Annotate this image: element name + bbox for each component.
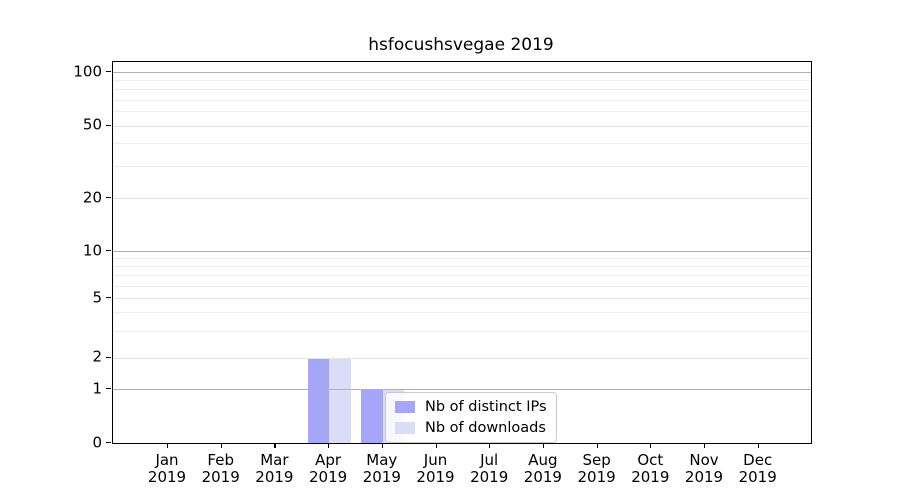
x-tick-label-oct: Oct 2019 xyxy=(631,451,670,486)
x-tick-label-aug: Aug 2019 xyxy=(523,451,562,486)
y-tick-label-100: 100 xyxy=(73,62,102,80)
y-tick-label-0: 0 xyxy=(92,433,102,451)
y-tick-label-5: 5 xyxy=(92,288,102,306)
x-tickmark-oct xyxy=(650,443,652,448)
y-tick-label-10: 10 xyxy=(82,241,102,259)
legend: Nb of distinct IPs Nb of downloads xyxy=(385,392,557,443)
x-tickmark-feb xyxy=(220,443,222,448)
x-tick-label-sep: Sep 2019 xyxy=(577,451,616,486)
legend-item-1: Nb of downloads xyxy=(395,420,547,436)
gridline-minor xyxy=(113,143,811,145)
x-tick-label-feb: Feb 2019 xyxy=(201,451,240,486)
x-tick-label-jun: Jun 2019 xyxy=(416,451,455,486)
x-tickmark-dec xyxy=(757,443,759,448)
bar-apr-series1 xyxy=(329,357,351,443)
gridline-100 xyxy=(113,72,811,73)
x-tickmark-may xyxy=(381,443,383,448)
y-tick-label-20: 20 xyxy=(82,188,102,206)
x-tickmark-jul xyxy=(489,443,491,448)
gridline-minor xyxy=(113,285,811,287)
x-tick-label-mar: Mar 2019 xyxy=(255,451,294,486)
plot-area: Nb of distinct IPs Nb of downloads xyxy=(112,61,812,444)
gridline-10 xyxy=(113,251,811,252)
gridline-1 xyxy=(113,389,811,390)
y-tick-label-50: 50 xyxy=(82,115,102,134)
y-tickmark-20 xyxy=(106,197,111,199)
legend-label-1: Nb of downloads xyxy=(425,420,546,436)
gridline-20 xyxy=(113,198,811,199)
gridline-minor xyxy=(113,312,811,314)
x-tickmark-apr xyxy=(328,443,330,448)
x-tick-label-jul: Jul 2019 xyxy=(470,451,509,486)
y-tickmark-1 xyxy=(106,388,111,390)
x-tick-label-jan: Jan 2019 xyxy=(147,451,187,486)
y-tickmark-2 xyxy=(106,356,111,358)
gridline-minor xyxy=(113,80,811,82)
x-tickmark-jun xyxy=(435,443,437,448)
x-tick-label-may: May 2019 xyxy=(362,451,401,486)
x-tick-label-apr: Apr 2019 xyxy=(309,451,348,486)
x-tickmark-nov xyxy=(704,443,706,448)
y-tick-label-1: 1 xyxy=(92,379,102,397)
gridline-minor xyxy=(113,111,811,113)
y-tick-label-2: 2 xyxy=(92,347,102,366)
gridline-minor xyxy=(113,331,811,333)
y-tickmark-5 xyxy=(106,297,111,299)
legend-item-0: Nb of distinct IPs xyxy=(395,399,547,415)
x-tick-label-nov: Nov 2019 xyxy=(684,451,724,486)
chart-title: hsfocushsvegae 2019 xyxy=(368,35,554,55)
gridline-minor xyxy=(113,258,811,260)
x-tick-label-dec: Dec 2019 xyxy=(738,451,777,486)
gridline-2 xyxy=(113,357,811,359)
legend-swatch-0 xyxy=(395,401,415,413)
bar-may-series0 xyxy=(361,389,383,443)
x-tickmark-jan xyxy=(167,443,169,448)
gridline-minor xyxy=(113,266,811,268)
y-tickmark-50 xyxy=(106,124,111,126)
gridline-50 xyxy=(113,125,811,127)
gridline-minor xyxy=(113,275,811,277)
bar-apr-series0 xyxy=(307,357,330,443)
x-tickmark-sep xyxy=(596,443,598,448)
y-tickmark-0 xyxy=(106,442,111,444)
y-tickmark-100 xyxy=(106,71,111,73)
legend-swatch-1 xyxy=(395,422,415,434)
gridline-minor xyxy=(113,99,811,101)
x-tickmark-aug xyxy=(542,443,545,448)
x-tickmark-mar xyxy=(274,443,276,448)
gridline-5 xyxy=(113,298,811,299)
gridline-minor xyxy=(113,165,811,167)
legend-label-0: Nb of distinct IPs xyxy=(425,399,547,415)
gridline-minor xyxy=(113,89,811,91)
y-tickmark-10 xyxy=(106,250,111,252)
